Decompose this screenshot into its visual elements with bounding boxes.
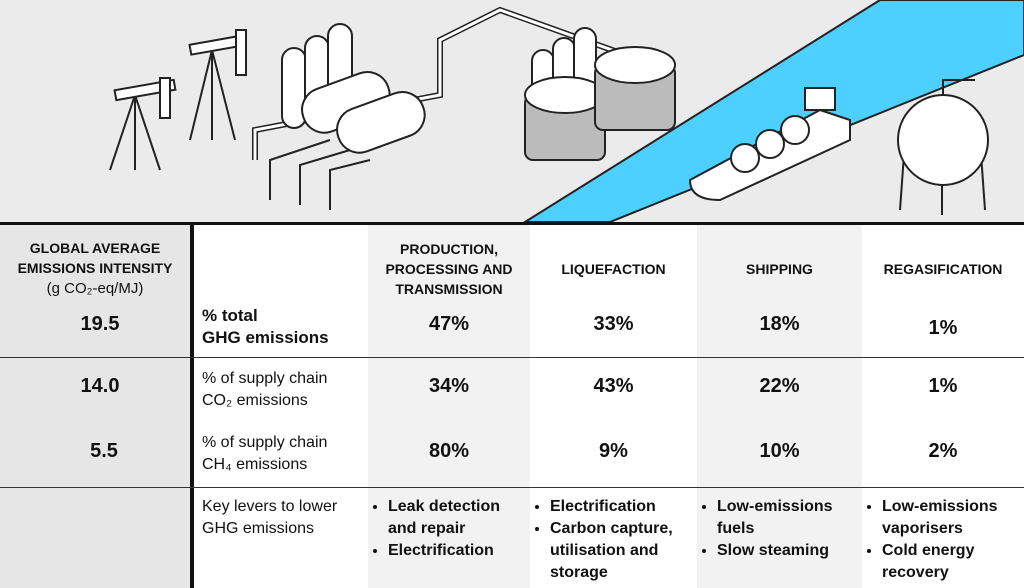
lever-item: Low-emissions fuels <box>717 496 860 540</box>
lever-item: Cold energy recovery <box>882 540 1022 584</box>
divider <box>0 222 1024 225</box>
lever-item: Slow steaming <box>717 540 860 562</box>
lever-list: Low-emissions fuelsSlow steaming <box>703 496 860 562</box>
pumpjacks <box>109 29 247 171</box>
waterway <box>523 0 1024 222</box>
intensity-value: 5.5 <box>90 440 118 462</box>
cell-value: 33% <box>593 313 634 335</box>
intensity-unit: (g CO₂-eq/MJ) <box>46 280 144 297</box>
column-bg <box>368 225 530 588</box>
cell-value: 47% <box>428 313 470 335</box>
cell-value: 10% <box>759 440 800 462</box>
lng-carrier <box>688 87 851 202</box>
column-bg <box>697 225 862 588</box>
lever-list: Low-emissions vaporisersCold energy reco… <box>868 496 1022 584</box>
lever-list: ElectrificationCarbon capture, utilisati… <box>536 496 695 584</box>
intensity-value: 14.0 <box>80 375 120 397</box>
row-label: Key levers to lower GHG emissions <box>202 498 338 537</box>
row-label: % total GHG emissions <box>202 306 329 347</box>
lever-item: Electrification <box>550 496 695 518</box>
cell-value: 80% <box>428 440 470 462</box>
cell-value: 1% <box>928 375 958 397</box>
intensity-column <box>0 225 190 588</box>
cell-value: 1% <box>928 317 958 339</box>
lever-item: Carbon capture, utilisation and storage <box>550 518 695 584</box>
lever-item: Electrification <box>388 540 528 562</box>
intensity-title: GLOBAL AVERAGE EMISSIONS INTENSITY <box>17 240 173 276</box>
cell-value: 43% <box>593 375 634 397</box>
cell-value: 2% <box>928 440 958 462</box>
cell-value: 22% <box>759 375 800 397</box>
column-header: SHIPPING <box>746 261 813 277</box>
cell-value: 9% <box>599 440 628 462</box>
column-header: PRODUCTION, PROCESSING AND TRANSMISSION <box>385 241 513 297</box>
illustration <box>0 0 1024 222</box>
regas-tank <box>897 79 989 215</box>
row-label: % of supply chain CH₄ emissions <box>202 434 328 473</box>
row-line <box>0 357 1024 358</box>
row-label: % of supply chain CO₂ emissions <box>202 370 328 409</box>
row-line <box>0 487 1024 488</box>
lever-list: Leak detection and repairElectrification <box>374 496 528 562</box>
intensity-value: 19.5 <box>80 313 120 335</box>
cell-value: 34% <box>428 375 470 397</box>
lever-item: Leak detection and repair <box>388 496 528 540</box>
divider <box>190 225 194 588</box>
processing-plant <box>252 6 676 210</box>
lever-item: Low-emissions vaporisers <box>882 496 1022 540</box>
column-header: LIQUEFACTION <box>561 261 666 277</box>
cell-value: 18% <box>759 313 800 335</box>
column-header: REGASIFICATION <box>883 261 1003 277</box>
